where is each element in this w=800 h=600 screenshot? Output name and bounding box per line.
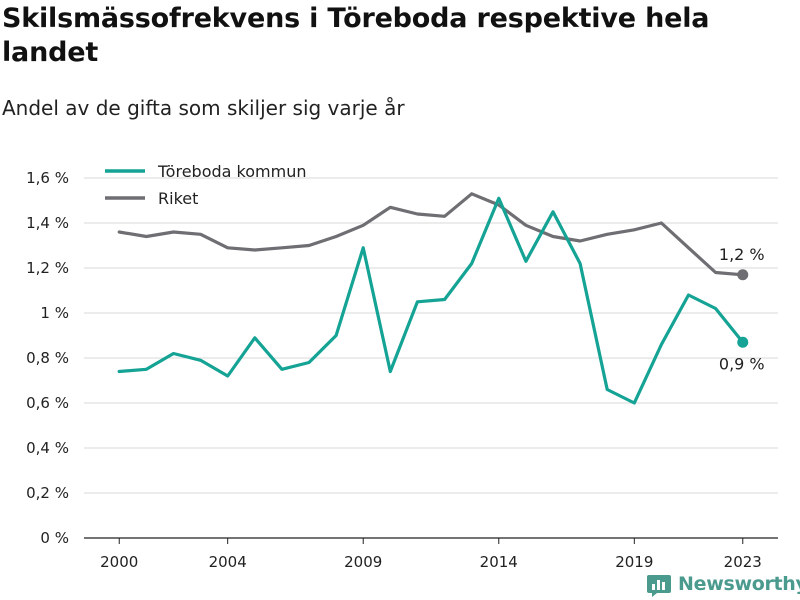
y-tick-label: 0,4 % [26,439,69,457]
y-tick-label: 0,6 % [26,394,69,412]
series-end-label: 1,2 % [719,245,765,264]
y-tick-label: 1,2 % [26,259,69,277]
y-tick-label: 1,6 % [26,169,69,187]
series-line-riket [117,192,745,277]
x-axis-ticks: 2000 2004 2009 2014 2019 2023 [100,538,762,571]
chart-subtitle: Andel av de gifta som skiljer sig varje … [2,96,405,120]
series-end-point [737,336,749,348]
chart-title: Skilsmässofrekvens i Töreboda respektive… [2,3,710,68]
x-tick-label: 2000 [100,553,138,571]
y-tick-label: 0,2 % [26,484,69,502]
legend-label: Riket [158,189,198,208]
series-end-label: 0,9 % [719,354,765,373]
y-tick-label: 1,4 % [26,214,69,232]
series-end-point [737,269,749,281]
x-tick-label: 2004 [209,553,247,571]
y-tick-label: 1 % [40,304,69,322]
y-tick-label: 0,8 % [26,349,69,367]
x-tick-label: 2009 [344,553,382,571]
y-tick-label: 0 % [40,529,69,547]
x-tick-label: 2014 [480,553,518,571]
x-tick-label: 2023 [724,553,762,571]
x-tick-label: 2019 [615,553,653,571]
newsworthy-logo-icon [647,575,671,597]
brand-logo: Newsworthy [646,570,800,598]
series-lines: 1,2 % 0,9 % [117,192,765,405]
series-line-toreboda [117,196,745,405]
legend-label: Töreboda kommun [157,162,306,181]
legend: Töreboda kommun Riket [105,162,306,208]
y-axis-tick-labels: 0 % 0,2 % 0,4 % 0,6 % 0,8 % 1 % 1,2 % 1,4 % 1,6 … [26,169,69,547]
gridlines [84,177,778,539]
brand-name: Newsworthy [678,573,800,595]
